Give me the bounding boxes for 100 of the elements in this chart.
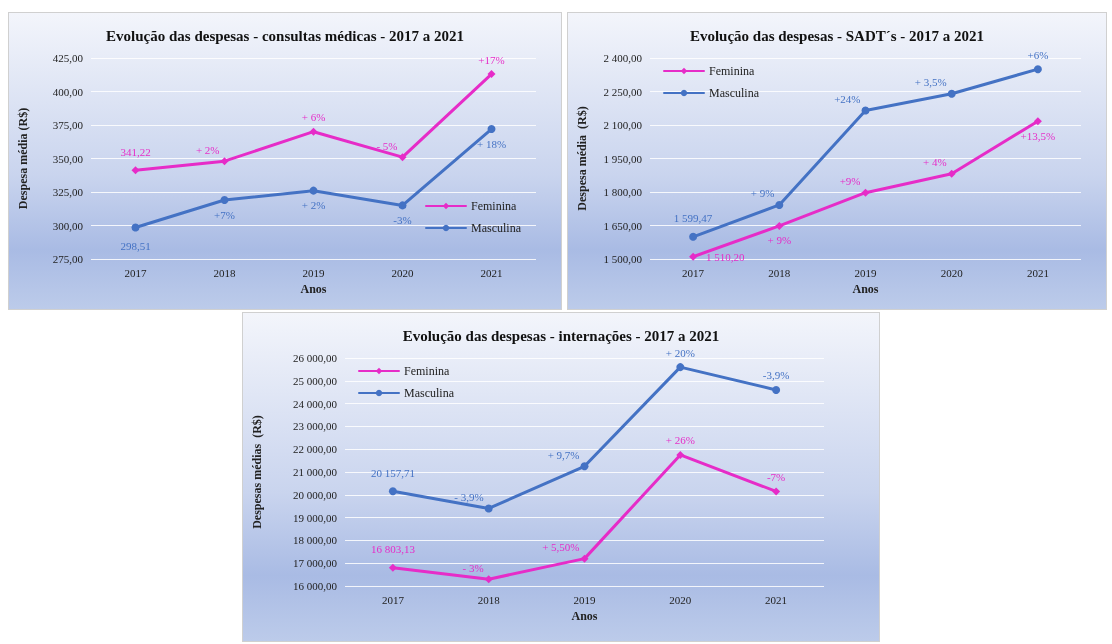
y-tick-label: 20 000,00 <box>293 488 338 501</box>
annotation: + 9% <box>767 234 792 247</box>
y-tick-label: 2 250,00 <box>603 85 643 98</box>
y-tick-label: 2 100,00 <box>603 119 643 131</box>
x-tick-label: 2021 <box>1026 266 1049 279</box>
legend-label: Masculina <box>404 386 455 400</box>
annotation: +24% <box>834 92 861 105</box>
y-axis-title: Despesas médias (R$) <box>250 415 264 529</box>
annotation: + 9% <box>750 187 775 200</box>
y-tick-label: 400,00 <box>52 85 84 98</box>
x-tick-label: 2019 <box>573 593 596 606</box>
annotation: +13,5% <box>1020 129 1056 142</box>
point <box>484 575 493 584</box>
y-tick-label: 375,00 <box>52 119 84 131</box>
point <box>947 169 956 178</box>
x-axis-title: Anos <box>571 609 598 623</box>
point <box>388 487 397 496</box>
x-tick-label: 2019 <box>854 266 877 279</box>
y-tick-label: 1 800,00 <box>603 186 643 198</box>
legend-label: Feminina <box>709 64 755 78</box>
annotation: - 5% <box>376 139 398 152</box>
chart-title: Evolução das despesas - consultas médicas - 2017 a 2021 <box>106 27 464 44</box>
point <box>580 462 589 471</box>
x-tick-label: 2020 <box>391 266 414 279</box>
annotation: + 6% <box>301 111 326 124</box>
y-tick-label: 275,00 <box>52 253 84 265</box>
y-tick-label: 2 400,00 <box>603 52 643 64</box>
annotation: -3,9% <box>762 369 790 382</box>
y-tick-label: 22 000,00 <box>293 443 338 456</box>
legend-label: Feminina <box>404 364 450 378</box>
x-tick-label: 2021 <box>765 593 788 606</box>
annotation: -3% <box>393 213 412 226</box>
annotation: + 4% <box>923 156 947 169</box>
point <box>398 153 407 162</box>
annotation: + 18% <box>476 137 507 150</box>
point <box>309 186 318 195</box>
x-axis-title: Anos <box>300 282 327 296</box>
annotation: + 26% <box>665 434 695 447</box>
x-tick-label: 2018 <box>768 266 791 279</box>
legend-label: Masculina <box>471 221 522 235</box>
y-tick-label: 17 000,00 <box>293 557 338 570</box>
annotation: + 2% <box>301 199 326 212</box>
point <box>775 200 784 209</box>
legend-label: Feminina <box>471 199 518 213</box>
y-tick-label: 24 000,00 <box>293 397 338 410</box>
point <box>947 89 956 98</box>
point <box>775 221 784 230</box>
y-tick-label: 325,00 <box>52 186 84 198</box>
annotation: + 5,50% <box>542 541 580 554</box>
y-tick-label: 19 000,00 <box>293 511 338 524</box>
annotation: + 9,7% <box>547 448 580 461</box>
annotation: - 3,9% <box>454 490 484 503</box>
y-tick-label: 18 000,00 <box>293 534 338 547</box>
annotation: + 2% <box>195 143 220 156</box>
point <box>772 385 781 394</box>
annotation: +7% <box>214 208 235 221</box>
x-tick-label: 2017 <box>682 266 705 279</box>
point <box>676 450 685 459</box>
y-tick-label: 21 000,00 <box>293 466 338 478</box>
data-label: 298,51 <box>120 240 151 252</box>
point <box>1033 65 1042 74</box>
x-tick-label: 2017 <box>124 266 147 279</box>
data-label: 1 599,47 <box>673 212 713 225</box>
y-tick-label: 16 000,00 <box>293 580 338 592</box>
y-tick-label: 25 000,00 <box>293 374 338 387</box>
y-tick-label: 350,00 <box>52 152 84 165</box>
data-label: 1 510,20 <box>706 250 746 263</box>
point <box>131 223 140 232</box>
annotation: + 20% <box>665 346 695 359</box>
annotation: -7% <box>766 470 786 483</box>
point <box>388 563 397 572</box>
point <box>131 166 140 175</box>
y-tick-label: 26 000,00 <box>293 352 338 364</box>
point <box>689 232 698 241</box>
point <box>484 504 493 513</box>
point <box>1033 117 1042 126</box>
x-axis-title: Anos <box>852 282 879 296</box>
x-tick-label: 2020 <box>669 593 692 606</box>
legend-label: Masculina <box>709 86 760 100</box>
chart-title: Evolução das despesas - internações - 2017 a 2021 <box>402 327 720 344</box>
chart-title: Evolução das despesas - SADT´s - 2017 a 2021 <box>689 27 985 44</box>
y-tick-label: 23 000,00 <box>293 420 338 433</box>
point <box>861 106 870 115</box>
point <box>861 188 870 197</box>
x-tick-label: 2017 <box>381 593 405 606</box>
annotation: +6% <box>1027 48 1049 61</box>
annotation: +17% <box>478 53 505 66</box>
y-tick-label: 425,00 <box>52 52 84 64</box>
x-tick-label: 2021 <box>480 266 503 279</box>
x-tick-label: 2020 <box>940 266 964 279</box>
y-tick-label: 1 950,00 <box>603 152 643 165</box>
y-tick-label: 1 500,00 <box>603 253 643 265</box>
point <box>487 70 496 79</box>
data-label: 341,22 <box>120 145 151 158</box>
annotation: +9% <box>839 175 861 188</box>
point <box>487 125 496 134</box>
x-tick-label: 2018 <box>213 266 236 279</box>
data-label: 16 803,13 <box>370 543 416 556</box>
y-axis-title: Despesa média (R$) <box>16 107 30 210</box>
y-axis-title: Despesa média (R$) <box>575 106 589 211</box>
